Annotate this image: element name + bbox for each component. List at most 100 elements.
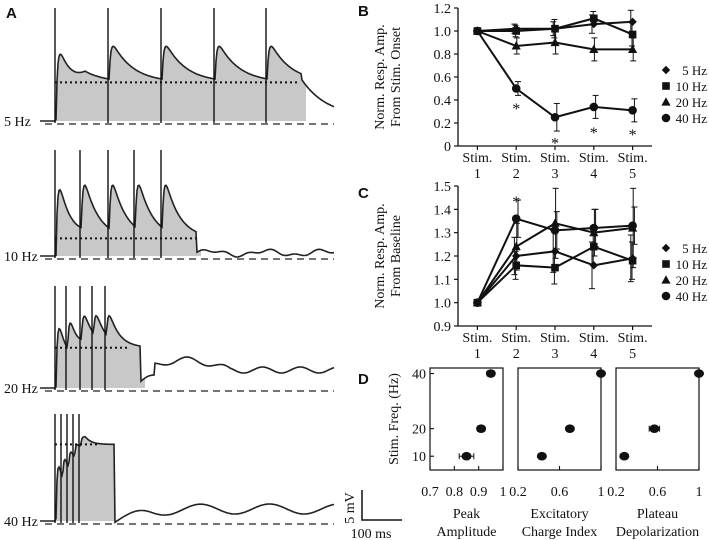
d-x-tick-label: 0.2 <box>509 485 527 500</box>
b-legend-marker-10hz <box>662 82 670 90</box>
b-y-tick-label: 0.4 <box>434 94 452 109</box>
c-x-tick-label-line1: Stim. <box>501 331 531 346</box>
d-point-40hz <box>596 369 606 378</box>
c-point-10hz <box>551 263 559 272</box>
c-point-40hz <box>589 223 599 233</box>
scale-bar <box>361 490 402 521</box>
b-point-10hz <box>628 30 637 39</box>
panel-b: B00.20.40.60.81.01.2Stim.1Stim.2Stim.3St… <box>358 2 707 182</box>
d-x-label-line2: Depolarization <box>616 525 699 540</box>
b-x-tick-label-line2: 5 <box>629 167 636 182</box>
trace-5hz <box>40 45 335 122</box>
b-x-tick-label-line1: Stim. <box>540 151 570 166</box>
b-x-tick-label-line1: Stim. <box>618 151 648 166</box>
d-subplot-frame <box>429 367 504 471</box>
c-legend-label-10hz: 10 Hz <box>676 257 708 272</box>
b-x-tick-label-line1: Stim. <box>579 151 609 166</box>
trace-fill-10hz <box>55 185 201 256</box>
d-x-tick-label: 1 <box>500 485 507 500</box>
b-y-tick-label: 0 <box>444 140 451 155</box>
b-x-tick-label-line2: 1 <box>474 167 481 182</box>
b-legend-marker-5hz <box>661 65 671 75</box>
b-y-tick-label: 1.0 <box>434 25 452 40</box>
b-x-tick-label-line2: 2 <box>513 167 520 182</box>
d-subplot-frame <box>517 367 602 471</box>
d-point-40hz <box>485 369 496 378</box>
d-x-tick-label: 0.9 <box>470 485 488 500</box>
c-x-tick-label-line1: Stim. <box>462 331 492 346</box>
c-y-tick-label: 1.3 <box>434 227 452 242</box>
c-x-tick-label-line1: Stim. <box>540 331 570 346</box>
c-point-10hz <box>628 256 637 265</box>
c-significance-star: * <box>512 194 520 211</box>
c-legend-label-20hz: 20 Hz <box>676 273 708 288</box>
c-x-tick-label-line2: 2 <box>513 347 520 362</box>
trace-40hz <box>40 435 335 524</box>
b-legend-marker-40hz <box>661 113 671 123</box>
b-point-5hz <box>628 17 637 26</box>
trace-fill-5hz <box>55 46 306 121</box>
d-y-tick-label: 40 <box>412 368 426 383</box>
b-point-10hz <box>512 27 520 35</box>
trace-fill-40hz <box>55 436 119 523</box>
b-point-40hz <box>511 84 521 93</box>
d-x-label-line2: Amplitude <box>437 525 497 540</box>
c-point-10hz <box>512 261 520 270</box>
b-y-tick-label: 0.6 <box>434 71 452 86</box>
d-x-tick-label: 0.6 <box>551 485 569 500</box>
b-legend-label-5hz: 5 Hz <box>682 63 707 78</box>
b-point-20hz <box>589 44 599 53</box>
b-x-tick-label-line2: 4 <box>590 167 597 182</box>
d-x-tick-label: 0.7 <box>421 485 439 500</box>
trace-10hz <box>40 184 335 258</box>
c-point-40hz <box>628 221 637 230</box>
b-significance-star: * <box>590 125 598 142</box>
d-x-tick-label: 0.6 <box>649 485 667 500</box>
trace-label-20hz: 20 Hz <box>4 382 38 397</box>
d-x-tick-label: 0.8 <box>446 485 464 500</box>
b-point-10hz <box>551 24 559 33</box>
d-x-label-line1: Peak <box>453 507 480 522</box>
b-point-5hz <box>589 19 598 29</box>
b-legend-label-40hz: 40 Hz <box>676 111 708 126</box>
c-legend-marker-20hz <box>661 275 671 284</box>
d-point-20hz <box>649 424 660 433</box>
b-significance-star: * <box>629 127 637 144</box>
c-legend-marker-5hz <box>661 243 671 253</box>
d-point-20hz <box>476 424 487 433</box>
d-point-10hz <box>536 451 547 461</box>
c-point-20hz <box>511 241 521 251</box>
d-x-tick-label: 1 <box>696 485 703 500</box>
b-point-40hz <box>589 102 599 112</box>
d-y-tick-label: 20 <box>412 423 426 438</box>
c-point-20hz <box>550 218 560 227</box>
trace-label-40hz: 40 Hz <box>4 515 38 530</box>
panel-label-a: A <box>6 5 17 22</box>
c-legend-marker-10hz <box>662 260 670 268</box>
d-x-label-line2: Charge Index <box>522 525 598 540</box>
d-x-label-line1: Excitatory <box>530 507 588 522</box>
d-y-axis-label: Stim. Freq. (Hz) <box>387 373 402 465</box>
d-x-tick-label: 1 <box>598 485 605 500</box>
b-y-tick-label: 0.8 <box>434 48 452 63</box>
c-x-tick-label-line2: 1 <box>474 347 481 362</box>
c-y-axis-label-line1: Norm. Resp. Amp. <box>373 203 388 308</box>
c-series-line-5hz <box>476 250 633 304</box>
b-point-20hz <box>511 41 521 50</box>
c-legend-label-5hz: 5 Hz <box>682 241 707 256</box>
c-y-tick-label: 1.5 <box>434 180 452 195</box>
b-x-tick-label-line1: Stim. <box>462 151 492 166</box>
b-significance-star: * <box>551 135 559 152</box>
c-point-40hz <box>511 214 521 223</box>
c-legend-marker-40hz <box>661 291 671 301</box>
panel-c: C0.91.01.11.21.31.41.5Stim.1Stim.2Stim.3… <box>358 180 707 362</box>
trace-20hz <box>40 314 335 389</box>
b-y-tick-label: 1.2 <box>434 2 452 17</box>
c-y-axis-label-line2: From Baseline <box>389 215 404 297</box>
scale-bar-voltage-label: 5 mV <box>343 492 358 524</box>
c-x-tick-label-line2: 5 <box>629 347 636 362</box>
c-legend-label-40hz: 40 Hz <box>676 289 708 304</box>
d-y-tick-label: 10 <box>412 450 426 465</box>
c-y-tick-label: 1.2 <box>434 250 452 265</box>
